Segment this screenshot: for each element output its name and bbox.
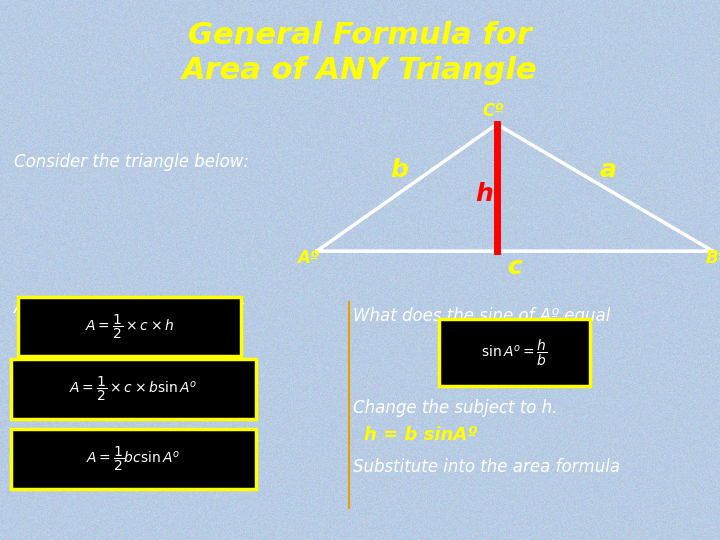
Text: $A = \dfrac{1}{2} \times c \times h$: $A = \dfrac{1}{2} \times c \times h$ [85,313,174,341]
Text: Consider the triangle below:: Consider the triangle below: [14,153,249,171]
Text: Substitute into the area formula: Substitute into the area formula [353,458,620,476]
Text: $\sin A^o = \dfrac{h}{b}$: $\sin A^o = \dfrac{h}{b}$ [482,337,548,368]
Text: What does the sine of Aº equal: What does the sine of Aº equal [353,307,610,325]
Text: h = b sinAº: h = b sinAº [364,426,477,444]
Text: Cº: Cº [482,102,504,120]
Text: Area = ½ x base x height: Area = ½ x base x height [14,299,245,317]
Text: $A = \dfrac{1}{2} \times c \times b \sin A^o$: $A = \dfrac{1}{2} \times c \times b \sin… [69,375,197,403]
Text: h: h [475,183,492,206]
Text: Bº: Bº [706,249,720,267]
FancyBboxPatch shape [11,359,256,418]
Text: Area of ANY Triangle: Area of ANY Triangle [182,56,538,85]
Text: a: a [600,158,617,182]
FancyBboxPatch shape [11,429,256,489]
Text: $A = \dfrac{1}{2} bc \sin A^o$: $A = \dfrac{1}{2} bc \sin A^o$ [86,445,181,473]
Text: Aº: Aº [297,249,319,267]
Text: c: c [508,255,522,279]
FancyBboxPatch shape [18,297,241,356]
Text: Change the subject to h.: Change the subject to h. [353,399,557,417]
Text: General Formula for: General Formula for [188,21,532,50]
FancyBboxPatch shape [439,319,590,386]
Text: b: b [391,158,408,182]
